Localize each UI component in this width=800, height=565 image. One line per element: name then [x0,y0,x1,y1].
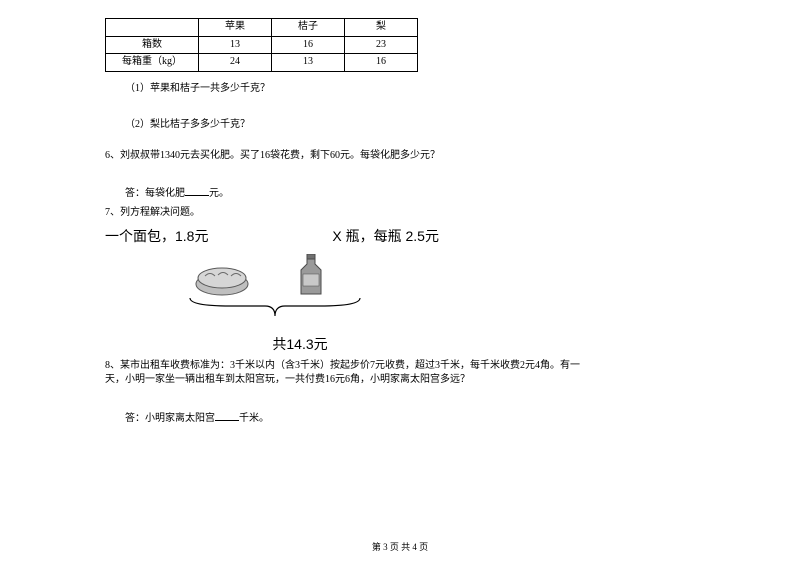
table-cell: 16 [272,36,345,54]
brace-icon [185,296,365,318]
question-7-total: 共14.3元 [185,334,415,354]
bread-icon [195,266,250,296]
table-row: 每箱重（kg） 24 13 16 [106,54,418,72]
answer-unit: 千米。 [239,413,269,424]
question-6-answer: 答：每袋化肥 元。 [125,185,585,202]
table-cell: 箱数 [106,36,199,54]
bread-label: 一个面包，1.8元 [105,226,208,246]
table-row: 苹果 桔子 梨 [106,19,418,37]
answer-unit: 元。 [209,188,229,199]
page: 苹果 桔子 梨 箱数 13 16 23 每箱重（kg） 24 13 16 （1）… [0,0,800,565]
question-5-2: （2）梨比桔子多多少千克？ [125,118,585,133]
table-cell: 13 [272,54,345,72]
question-8: 8、某市出租车收费标准为：3千米以内（含3千米）按起步价7元收费，超过3千米，每… [105,359,585,388]
table-cell: 16 [345,54,418,72]
table-cell: 桔子 [272,19,345,37]
content-area: 苹果 桔子 梨 箱数 13 16 23 每箱重（kg） 24 13 16 （1）… [105,18,585,426]
table-row: 箱数 13 16 23 [106,36,418,54]
question-5-1: （1）苹果和桔子一共多少千克？ [125,82,585,97]
fruit-table: 苹果 桔子 梨 箱数 13 16 23 每箱重（kg） 24 13 16 [105,18,418,72]
table-cell: 每箱重（kg） [106,54,199,72]
question-8-answer: 答：小明家离太阳宫 千米。 [125,410,585,427]
question-7-title: 7、列方程解决问题。 [105,206,585,221]
answer-label: 答：每袋化肥 [125,188,185,199]
table-cell: 23 [345,36,418,54]
bottle-icon [297,254,325,296]
table-cell: 13 [199,36,272,54]
table-cell [106,19,199,37]
equation-diagram [185,254,415,334]
answer-label: 答：小明家离太阳宫 [125,413,215,424]
bottle-label: X 瓶，每瓶 2.5元 [332,226,439,246]
page-footer: 第 3 页 共 4 页 [0,540,800,553]
table-cell: 苹果 [199,19,272,37]
table-cell: 24 [199,54,272,72]
blank-field[interactable] [215,410,239,421]
table-cell: 梨 [345,19,418,37]
question-6: 6、刘叔叔带1340元去买化肥。买了16袋花费，剩下60元。每袋化肥多少元？ [105,149,585,164]
blank-field[interactable] [185,185,209,196]
question-7-labels: 一个面包，1.8元 X 瓶，每瓶 2.5元 [105,226,585,246]
